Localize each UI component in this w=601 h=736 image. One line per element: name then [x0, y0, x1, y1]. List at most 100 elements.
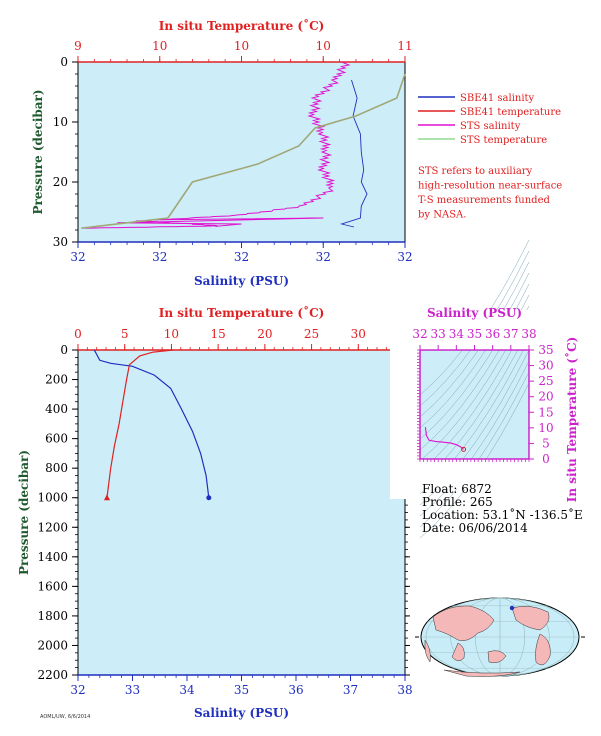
- ts-temperature-tick-label: 30: [538, 359, 553, 373]
- map-land: [451, 642, 465, 661]
- float-info-location: Location: 53.1˚N -136.5˚E: [422, 507, 583, 522]
- map-land: [487, 650, 507, 663]
- top-temperature-title: In situ Temperature (˚C): [159, 18, 325, 33]
- bottom-pressure-tick-label: 600: [45, 432, 68, 446]
- ts-temperature-tick-label: 15: [538, 405, 553, 419]
- temperature-end-marker: [103, 494, 110, 501]
- bottom-temperature-tick-label: 10: [164, 327, 179, 341]
- map-land: [535, 633, 551, 666]
- sts-note-line: by NASA.: [418, 210, 466, 221]
- bottom-salinity-tick-label: 37: [343, 683, 358, 697]
- bottom-salinity-tick-label: 33: [125, 683, 140, 697]
- ts-salinity-title: Salinity (PSU): [427, 306, 522, 320]
- ts-salinity-tick-label: 35: [467, 327, 482, 341]
- footer-code: AOML/UW, 6/6/2014: [40, 714, 90, 720]
- legend-label: SBE41 salinity: [460, 93, 535, 104]
- top-temperature-tick-label: 10: [152, 39, 167, 53]
- top-temperature-tick-label: 10: [234, 39, 249, 53]
- bottom-pressure-tick-label: 0: [60, 343, 68, 357]
- float-info-float: Float: 6872: [422, 482, 492, 496]
- ts-mask-top: [420, 310, 529, 350]
- sts-note-line: STS refers to auxiliary: [418, 166, 533, 177]
- ts-temperature-tick-label: 20: [538, 390, 553, 404]
- ts-temperature-tick-label: 25: [538, 374, 553, 388]
- float-info-date: Date: 06/06/2014: [422, 521, 528, 535]
- bottom-pressure-tick-label: 1400: [37, 550, 68, 564]
- sbe41-salinity-line: [340, 79, 368, 228]
- ts-profile-line: [424, 427, 464, 450]
- bottom-pressure-tick-label: 200: [45, 373, 68, 387]
- ts-salinity-tick-label: 38: [521, 327, 536, 341]
- top-pressure-tick-label: 20: [53, 175, 68, 189]
- ts-salinity-tick-label: 37: [503, 327, 518, 341]
- map-land: [424, 639, 431, 663]
- bottom-pressure-tick-label: 2000: [37, 638, 68, 652]
- legend-label: STS salinity: [460, 121, 521, 132]
- ts-density-contour: [419, 272, 530, 429]
- bottom-temperature-tick-label: 20: [257, 327, 272, 341]
- bottom-temperature-tick-label: 30: [351, 327, 366, 341]
- ts-temperature-tick-label: 35: [538, 343, 553, 357]
- legend-label: STS temperature: [460, 135, 547, 146]
- top-salinity-tick-label: 32: [152, 250, 167, 264]
- salinity-profile-line: [93, 349, 210, 498]
- ts-end-marker: [461, 446, 467, 452]
- ts-mask-right: [529, 310, 549, 499]
- sts-note-line: T-S measurements funded: [418, 195, 550, 206]
- ts-temperature-tick-label: 10: [538, 421, 553, 435]
- map-land: [511, 605, 550, 631]
- bottom-pressure-tick-label: 1800: [37, 609, 68, 623]
- bottom-pressure-tick-label: 1200: [37, 520, 68, 534]
- top-pressure-tick-label: 0: [60, 55, 68, 69]
- bottom-temperature-tick-label: 5: [121, 327, 129, 341]
- ts-salinity-tick-label: 33: [431, 327, 446, 341]
- float-info-profile: Profile: 265: [422, 495, 493, 509]
- ts-density-contour: [419, 349, 530, 506]
- ts-salinity-tick-label: 34: [449, 327, 465, 341]
- bottom-temperature-tick-label: 25: [304, 327, 319, 341]
- top-salinity-tick-label: 32: [70, 250, 85, 264]
- top-temperature-tick-label: 9: [74, 39, 82, 53]
- top-plot-area: [77, 61, 406, 243]
- top-salinity-tick-label: 32: [397, 250, 412, 264]
- bottom-salinity-tick-label: 38: [397, 683, 412, 697]
- sts-note-line: high-resolution near-surface: [418, 181, 562, 192]
- ts-density-contour: [419, 360, 530, 517]
- legend-label: SBE41 temperature: [460, 107, 561, 118]
- bottom-plot-area: [77, 349, 406, 676]
- bottom-salinity-tick-label: 35: [234, 683, 249, 697]
- sts-salinity-spikes: [117, 217, 324, 227]
- ts-mask-left: [390, 310, 420, 499]
- bottom-pressure-tick-label: 1000: [37, 491, 68, 505]
- ts-temperature-tick-label: 0: [542, 452, 550, 466]
- bottom-pressure-tick-label: 1600: [37, 579, 68, 593]
- ts-density-contour: [419, 283, 530, 440]
- bottom-temperature-tick-label: 0: [74, 327, 82, 341]
- map-land: [432, 605, 495, 641]
- top-pressure-title: Pressure (decibar): [31, 89, 45, 214]
- top-salinity-tick-label: 32: [234, 250, 249, 264]
- top-salinity-tick-label: 32: [316, 250, 331, 264]
- top-pressure-tick-label: 30: [53, 235, 68, 249]
- bottom-pressure-tick-label: 2200: [37, 668, 68, 682]
- ts-salinity-tick-label: 36: [485, 327, 500, 341]
- top-temperature-tick-label: 10: [316, 39, 331, 53]
- bottom-salinity-tick-label: 32: [70, 683, 85, 697]
- ts-temperature-tick-label: 5: [542, 436, 550, 450]
- bottom-temperature-tick-label: 15: [211, 327, 226, 341]
- map-land: [443, 669, 521, 677]
- temperature-profile-line: [106, 349, 174, 498]
- bottom-pressure-tick-label: 400: [45, 402, 68, 416]
- float-location-marker: [509, 605, 515, 611]
- top-pressure-tick-label: 10: [53, 115, 68, 129]
- bottom-pressure-title: Pressure (decibar): [17, 450, 31, 575]
- ts-salinity-tick-label: 32: [412, 327, 427, 341]
- top-temperature-tick-label: 11: [397, 39, 412, 53]
- bottom-salinity-tick-label: 36: [288, 683, 303, 697]
- ts-plot-area: [419, 349, 530, 460]
- bottom-salinity-title: Salinity (PSU): [194, 706, 289, 720]
- sts-temperature-line: [81, 73, 406, 229]
- ts-temperature-title: In situ Temperature (˚C): [564, 337, 579, 503]
- top-salinity-title: Salinity (PSU): [194, 274, 289, 288]
